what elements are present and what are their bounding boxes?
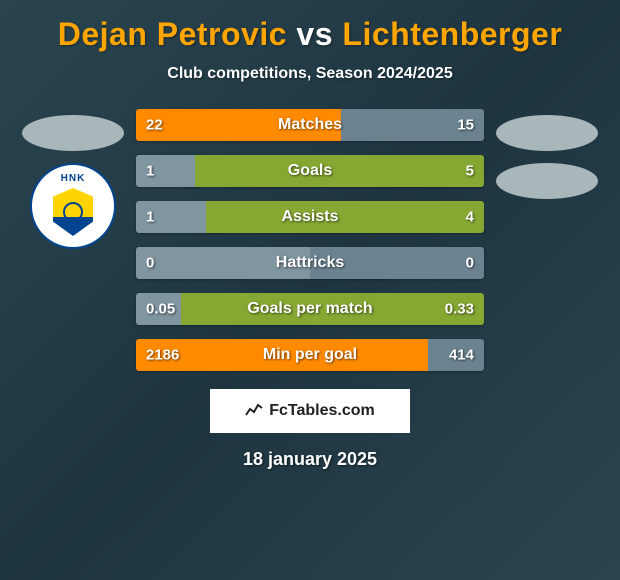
stat-label: Assists: [282, 208, 339, 226]
attribution-box: FcTables.com: [210, 389, 410, 433]
stat-value-left: 0: [146, 255, 154, 272]
stat-value-right: 4: [466, 209, 474, 226]
player1-club-badge: HNK: [30, 163, 116, 249]
player2-club-placeholder: [496, 163, 598, 199]
stat-label: Min per goal: [263, 346, 357, 364]
stat-label: Matches: [278, 116, 342, 134]
stat-bar-left: [136, 155, 195, 187]
page-title: Dejan Petrovic vs Lichtenberger: [58, 16, 563, 53]
attribution-icon: [245, 402, 263, 421]
stat-value-left: 1: [146, 209, 154, 226]
stat-bar-right: [195, 155, 484, 187]
date-text: 18 january 2025: [243, 449, 377, 470]
club-badge-text: HNK: [61, 173, 86, 184]
stat-value-left: 0.05: [146, 301, 175, 318]
stat-row: Goals per match 0.05 0.33: [136, 293, 484, 325]
stat-value-left: 1: [146, 163, 154, 180]
player1-avatar-placeholder: [22, 115, 124, 151]
stat-label: Goals per match: [247, 300, 372, 318]
stat-row: Matches 22 15: [136, 109, 484, 141]
player2-avatar-placeholder: [496, 115, 598, 151]
stat-label: Hattricks: [276, 254, 344, 272]
attribution-text: FcTables.com: [269, 402, 375, 420]
stat-bar-right: [206, 201, 484, 233]
subtitle: Club competitions, Season 2024/2025: [167, 65, 452, 83]
comparison-stage: HNK Matches2215Goals15Assists14Hattricks…: [0, 109, 620, 371]
stat-row: Hattricks 0 0: [136, 247, 484, 279]
stat-value-right: 5: [466, 163, 474, 180]
player1-name: Dejan Petrovic: [58, 16, 287, 52]
stat-row: Assists 1 4: [136, 201, 484, 233]
player2-name: Lichtenberger: [342, 16, 562, 52]
stat-row: Goals 1 5: [136, 155, 484, 187]
club-badge-shield: [53, 188, 93, 236]
stat-row: Min per goal 2186 414: [136, 339, 484, 371]
left-side: HNK: [18, 109, 128, 249]
stat-value-right: 414: [449, 347, 474, 364]
stat-value-left: 22: [146, 117, 163, 134]
stat-value-right: 0: [466, 255, 474, 272]
stat-value-right: 15: [457, 117, 474, 134]
infographic-root: Dejan Petrovic vs Lichtenberger Club com…: [0, 0, 620, 480]
vs-text: vs: [296, 16, 333, 52]
stat-value-left: 2186: [146, 347, 179, 364]
stat-bars: Matches2215Goals15Assists14Hattricks00Go…: [136, 109, 484, 371]
stat-value-right: 0.33: [445, 301, 474, 318]
stat-label: Goals: [288, 162, 332, 180]
right-side: [492, 109, 602, 199]
